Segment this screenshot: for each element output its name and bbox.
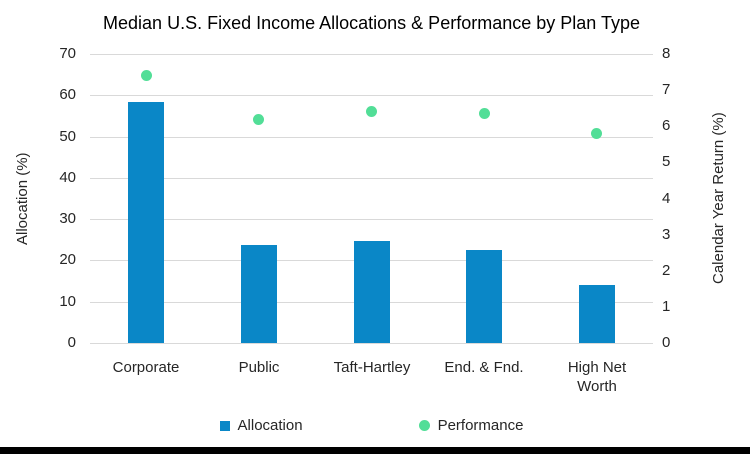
category-label: Corporate xyxy=(112,359,180,376)
y-axis-tick-label: 0 xyxy=(67,334,76,351)
category-label: High Net Worth xyxy=(567,359,627,395)
gridline xyxy=(90,178,653,179)
legend-item-performance: Performance xyxy=(418,417,524,434)
performance-dot xyxy=(366,106,377,117)
gridline xyxy=(90,54,653,55)
performance-dot xyxy=(591,128,602,139)
y2-axis-tick-label: 7 xyxy=(662,81,671,98)
footer-divider-bar xyxy=(0,447,750,454)
category-label: Public xyxy=(238,359,280,376)
y-axis-tick-label: 20 xyxy=(59,251,76,268)
gridline xyxy=(90,95,653,96)
allocation-bar xyxy=(354,241,390,343)
allocation-legend-marker-icon xyxy=(219,420,230,431)
y-axis-tick-label: 60 xyxy=(59,86,76,103)
y2-axis-tick-label: 3 xyxy=(662,226,671,243)
gridline xyxy=(90,219,653,220)
y2-axis-tick-label: 1 xyxy=(662,298,671,315)
y-axis-tick-label: 30 xyxy=(59,210,76,227)
y2-axis-tick-label: 5 xyxy=(662,153,671,170)
allocation-bar xyxy=(128,102,164,343)
y-axis-tick-label: 40 xyxy=(59,169,76,186)
allocation-bar xyxy=(241,245,277,343)
legend: Allocation Performance xyxy=(90,417,653,434)
y2-axis-tick-label: 4 xyxy=(662,190,671,207)
y2-axis-tick-label: 6 xyxy=(662,117,671,134)
y2-axis-tick-label: 2 xyxy=(662,262,671,279)
y2-axis-tick-label: 0 xyxy=(662,334,671,351)
performance-dot xyxy=(141,70,152,81)
gridline xyxy=(90,137,653,138)
y-axis-tick-label: 50 xyxy=(59,128,76,145)
y2-axis-tick-label: 8 xyxy=(662,45,671,62)
legend-item-allocation: Allocation xyxy=(219,417,303,434)
allocation-bar xyxy=(466,250,502,343)
performance-dot xyxy=(479,108,490,119)
category-label: End. & Fnd. xyxy=(444,359,524,376)
performance-legend-marker-icon xyxy=(418,420,430,431)
legend-label-allocation: Allocation xyxy=(237,417,303,434)
y-axis-tick-label: 10 xyxy=(59,293,76,310)
legend-label-performance: Performance xyxy=(437,417,524,434)
performance-dot xyxy=(253,114,264,125)
allocation-bar xyxy=(579,285,615,343)
gridline xyxy=(90,343,653,344)
y-axis-tick-label: 70 xyxy=(59,45,76,62)
chart-title: Median U.S. Fixed Income Allocations & P… xyxy=(103,13,640,33)
category-label: Taft-Hartley xyxy=(333,359,411,376)
